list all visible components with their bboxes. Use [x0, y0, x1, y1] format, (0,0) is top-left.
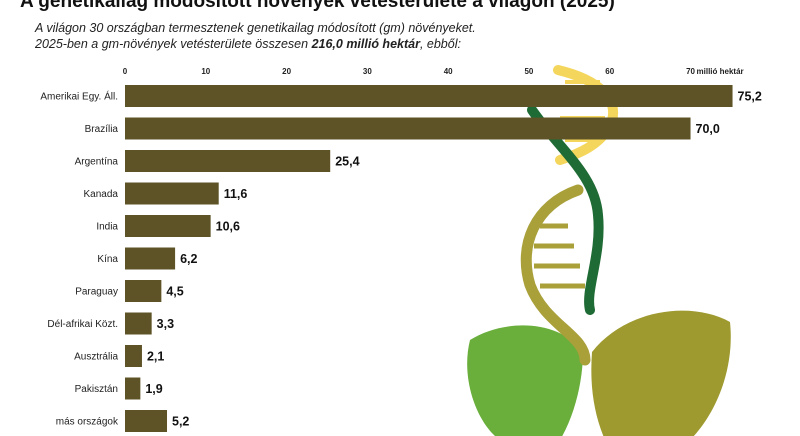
bar — [125, 312, 152, 335]
bar — [125, 345, 142, 367]
helix-dark-strand — [527, 105, 604, 315]
value-label: 1,9 — [145, 382, 162, 396]
x-tick-label: 40 — [444, 67, 453, 76]
bar — [125, 280, 162, 302]
value-label: 75,2 — [738, 90, 762, 104]
bar — [125, 410, 168, 432]
x-tick-label: 20 — [282, 67, 291, 76]
leaf-right — [591, 310, 731, 436]
category-label: Paraguay — [75, 287, 118, 298]
bar — [125, 182, 219, 205]
bar — [125, 215, 211, 237]
x-tick-label: 0 — [123, 67, 128, 76]
category-label: más országok — [56, 417, 119, 428]
helix-olive-strand — [520, 184, 591, 366]
x-tick-label: 10 — [201, 67, 210, 76]
category-label: India — [96, 222, 118, 233]
category-label: Kína — [97, 254, 118, 265]
helix-rungs-olive — [534, 223, 585, 289]
bar — [125, 117, 691, 140]
x-tick-label: 50 — [524, 67, 533, 76]
value-label: 11,6 — [224, 187, 248, 201]
subtitle-line-1: A világon 30 országban termesztenek gene… — [35, 21, 476, 35]
bar — [125, 377, 141, 400]
value-label: 3,3 — [157, 317, 174, 331]
subtitle-line-2: 2025-ben a gm-növények vetésterülete öss… — [35, 37, 735, 51]
subtitle-total: 216,0 millió hektár — [311, 37, 420, 51]
x-tick-label: 30 — [363, 67, 372, 76]
dna-plant-illustration — [467, 65, 731, 436]
x-axis-ticks: 0 10 20 30 40 50 60 70 — [123, 67, 696, 76]
bar — [125, 150, 331, 172]
category-label: Dél-afrikai Közt. — [47, 319, 118, 330]
value-label: 2,1 — [147, 350, 164, 364]
axis-unit-label: millió hektár — [697, 67, 744, 76]
category-label: Ausztrália — [74, 352, 118, 363]
category-label: Amerikai Egy. Áll. — [40, 90, 118, 103]
value-label: 10,6 — [216, 220, 240, 234]
value-label: 25,4 — [335, 155, 359, 169]
value-label: 5,2 — [172, 415, 189, 429]
category-label: Argentína — [75, 157, 119, 168]
x-tick-label: 70 — [686, 67, 695, 76]
bar — [125, 85, 733, 107]
subtitle-suffix: , ebből: — [419, 37, 461, 51]
subtitle-prefix: 2025-ben a gm-növények vetésterülete öss… — [35, 37, 312, 51]
value-label: 4,5 — [166, 285, 183, 299]
category-label: Brazília — [85, 124, 119, 135]
bars-group: Amerikai Egy. Áll. 75,2 Brazília 70,0 Argent… — [40, 85, 762, 432]
value-label: 70,0 — [696, 122, 720, 136]
page-title: A genetikailag módosított növények vetés… — [20, 0, 615, 12]
category-label: Kanada — [84, 189, 119, 200]
value-label: 6,2 — [180, 252, 197, 266]
category-label: Pakisztán — [75, 384, 118, 395]
x-tick-label: 60 — [605, 67, 614, 76]
leaf-left — [467, 325, 583, 436]
bar — [125, 247, 176, 270]
